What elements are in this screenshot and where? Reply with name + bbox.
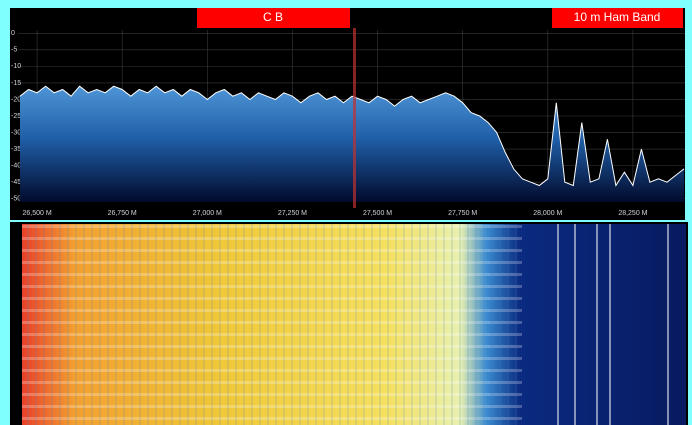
y-tick-label: -10 bbox=[11, 63, 21, 70]
spectrum-area bbox=[20, 86, 684, 202]
tuning-marker[interactable] bbox=[353, 28, 356, 208]
x-tick-label: 27,750 M bbox=[448, 210, 477, 217]
y-tick-label: 0 bbox=[11, 30, 15, 37]
y-tick-label: -50 bbox=[11, 196, 21, 203]
y-tick-label: -30 bbox=[11, 129, 21, 136]
band-box[interactable] bbox=[552, 8, 683, 28]
y-tick-label: -40 bbox=[11, 162, 21, 169]
x-tick-label: 28,000 M bbox=[533, 210, 562, 217]
x-tick-label: 28,250 M bbox=[618, 210, 647, 217]
x-tick-label: 26,500 M bbox=[22, 210, 51, 217]
y-tick-label: -5 bbox=[11, 47, 17, 54]
y-tick-label: -45 bbox=[11, 179, 21, 186]
x-tick-label: 27,500 M bbox=[363, 210, 392, 217]
x-tick-label: 26,750 M bbox=[108, 210, 137, 217]
x-tick-label: 27,000 M bbox=[193, 210, 222, 217]
band-box[interactable] bbox=[197, 8, 350, 28]
y-tick-label: -15 bbox=[11, 80, 21, 87]
spectrum-line bbox=[19, 85, 685, 187]
waterfall-carriers bbox=[557, 224, 669, 425]
y-tick-label: -25 bbox=[11, 113, 21, 120]
y-tick-label: -20 bbox=[11, 96, 21, 103]
x-tick-label: 27,250 M bbox=[278, 210, 307, 217]
waterfall-texture bbox=[22, 224, 522, 425]
band-label[interactable]: C B bbox=[263, 10, 283, 24]
y-tick-label: -35 bbox=[11, 146, 21, 153]
band-label[interactable]: 10 m Ham Band bbox=[574, 10, 661, 24]
